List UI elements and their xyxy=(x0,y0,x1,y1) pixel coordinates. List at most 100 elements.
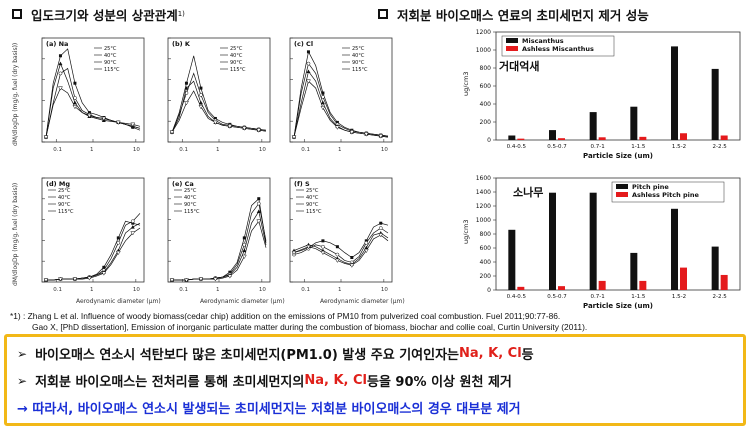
series-line-2 xyxy=(293,62,389,138)
bar-ashless xyxy=(639,280,647,290)
summary-line-1-highlight: Na, K, Cl xyxy=(459,346,522,361)
y-tick-label: 800 xyxy=(480,231,492,238)
data-point xyxy=(58,71,63,76)
data-point xyxy=(335,252,340,257)
series-line-4 xyxy=(45,87,141,138)
summary-line-3: → 따라서, 바이오매스 연소시 발생되는 초미세먼지는 저회분 바이오매스의 … xyxy=(17,402,521,417)
data-point xyxy=(256,201,261,206)
data-point xyxy=(72,104,78,110)
x-tick-label: 1.5-2 xyxy=(672,294,686,300)
data-point xyxy=(334,125,340,130)
data-point xyxy=(198,100,203,105)
data-point xyxy=(335,245,339,249)
footnote: *1) : Zhang L et al. Influence of woody … xyxy=(10,311,740,332)
legend-entry: 40°C xyxy=(352,53,365,59)
data-point xyxy=(379,221,383,225)
data-point xyxy=(115,120,121,125)
y-tick-label: 1200 xyxy=(476,29,491,36)
x-tick-label: 0.7-1 xyxy=(591,144,605,150)
legend-entry: 90°C xyxy=(58,202,71,208)
data-point xyxy=(334,258,340,263)
data-point xyxy=(212,277,218,282)
data-point xyxy=(256,209,261,213)
checkbox-square-icon xyxy=(12,9,22,19)
x-tick-label: 0.1 xyxy=(301,287,310,293)
panel-label: (f) S xyxy=(294,180,310,188)
data-point xyxy=(242,248,247,253)
data-point xyxy=(335,120,339,124)
series-line-1 xyxy=(46,220,141,281)
y-tick-label: 400 xyxy=(480,259,492,266)
bar-raw xyxy=(711,246,719,290)
x-axis-label-1: Aerodynamic diameter (μm) xyxy=(76,298,161,305)
data-point xyxy=(115,250,121,256)
left-section-header: 입도크기와 성분의 상관관계 1) xyxy=(12,4,185,24)
data-point xyxy=(320,105,326,111)
pine-tag: 소나무 xyxy=(511,184,546,200)
data-point xyxy=(363,248,369,254)
series-line-1 xyxy=(293,222,389,258)
legend-entry: 115°C xyxy=(58,209,74,215)
data-point xyxy=(350,256,354,259)
data-point xyxy=(86,113,92,119)
legend-box xyxy=(611,181,725,203)
x-tick-label: 1 xyxy=(338,287,342,293)
x-tick-label: 1 xyxy=(338,147,342,153)
miscanthus-tag: 거대억새 xyxy=(497,58,542,74)
y-tick-label: 0 xyxy=(487,287,491,294)
bar-raw xyxy=(671,46,678,140)
x-tick-label: 0.4-0.5 xyxy=(507,294,527,300)
data-point xyxy=(306,50,310,54)
x-axis-label-2: Aerodynamic diameter (μm) xyxy=(200,298,285,305)
data-point xyxy=(378,134,384,139)
legend-swatch xyxy=(506,46,518,51)
y-tick-label: 1000 xyxy=(476,217,491,224)
data-point xyxy=(169,278,175,283)
data-point xyxy=(101,116,107,121)
data-point xyxy=(257,197,261,201)
data-point xyxy=(184,81,188,85)
subplot-2: 0.1 1 10 (b) K 25°C 40°C 90°C 115°C xyxy=(158,36,280,156)
data-point xyxy=(116,236,120,240)
legend-entry: 115°C xyxy=(230,67,246,73)
data-point xyxy=(131,221,135,225)
legend-entry: 90°C xyxy=(104,60,117,66)
data-point xyxy=(320,100,325,105)
data-point xyxy=(43,278,49,283)
x-tick-label: 0.1 xyxy=(53,147,62,153)
data-point xyxy=(321,244,325,249)
data-point xyxy=(306,61,311,66)
x-tick-label: 10 xyxy=(259,287,266,293)
x-tick-label: 1 xyxy=(90,287,94,293)
footnote-line-1: *1) : Zhang L et al. Influence of woody … xyxy=(10,311,561,321)
data-point xyxy=(101,271,107,276)
data-point xyxy=(198,277,204,282)
y-tick-label: 200 xyxy=(480,273,492,280)
legend-entry: 25°C xyxy=(104,46,117,52)
legend-entry: 25°C xyxy=(184,188,197,194)
legend-entry: 40°C xyxy=(230,53,243,59)
summary-line-1-suffix: 등 xyxy=(521,348,534,363)
x-tick-label: 0.7-1 xyxy=(591,294,605,300)
data-point xyxy=(321,239,325,243)
y-tick-label: 1400 xyxy=(476,189,491,196)
series-line-4 xyxy=(172,220,267,281)
summary-line-2-suffix: 등을 90% 이상 원천 제거 xyxy=(366,375,512,390)
x-axis-label-3: Aerodynamic diameter (μm) xyxy=(320,298,405,305)
x-tick-label: 1.5-2 xyxy=(672,144,686,150)
data-point xyxy=(378,226,383,230)
summary-line-2-highlight: Na, K, Cl xyxy=(304,373,367,388)
data-point xyxy=(184,278,189,283)
bar-ashless xyxy=(680,267,687,290)
data-point xyxy=(306,244,311,250)
data-point xyxy=(72,277,78,282)
bar-ashless xyxy=(720,135,728,140)
bar-raw xyxy=(630,106,638,140)
y-tick-label: 800 xyxy=(480,65,492,72)
legend-entry: 25°C xyxy=(58,188,71,194)
summary-line-2-text: 저회분 바이오매스는 전처리를 통해 초미세먼지의 xyxy=(35,375,305,390)
